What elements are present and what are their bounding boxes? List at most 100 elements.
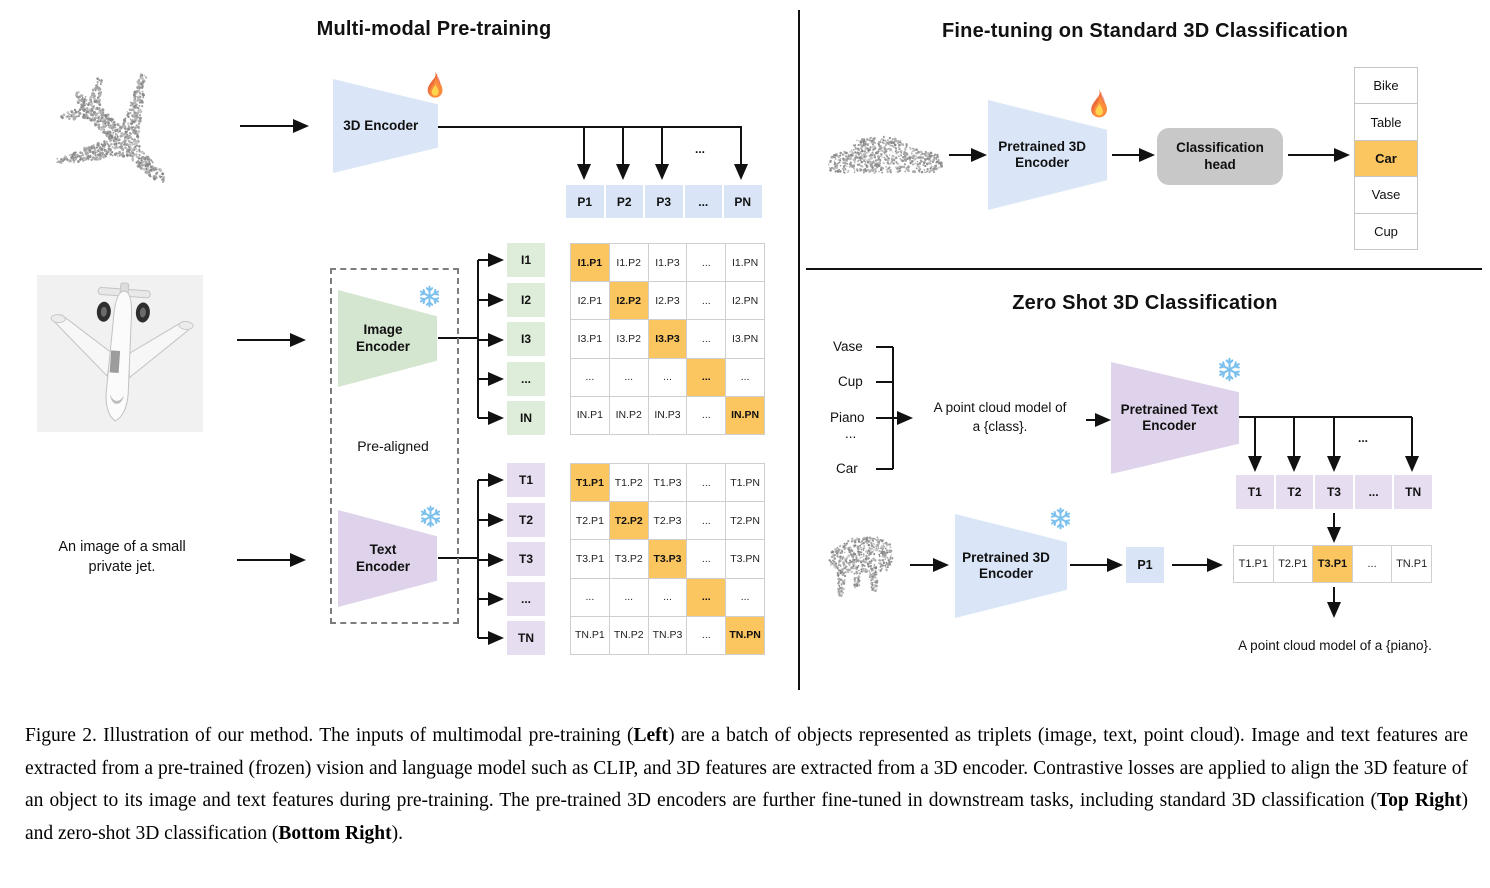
text-similarity-cell: ... xyxy=(687,464,726,502)
image-feature-cell: I3 xyxy=(507,322,545,356)
prompt-class-piano: Piano xyxy=(830,410,865,425)
image-similarity-cell: I1.P1 xyxy=(571,244,609,282)
text-similarity-cell: ... xyxy=(648,578,687,616)
prompt-class-car: Car xyxy=(836,461,858,476)
caption-segment: ) are a batch of objects represented as … xyxy=(25,725,1468,811)
text-similarity-cell: TN.PN xyxy=(726,616,764,654)
pre-aligned-label: Pre-aligned xyxy=(357,438,429,454)
p-feature-cell: P3 xyxy=(645,185,683,218)
image-similarity-cell: ... xyxy=(687,282,726,320)
p-feature-cell: P2 xyxy=(605,185,643,218)
class-list: Bike Table Car Vase Cup xyxy=(1354,67,1418,250)
image-similarity-cell: ... xyxy=(687,320,726,358)
zeroshot-similarity-cell: T1.P1 xyxy=(1234,546,1273,582)
text-feature-cell: T1 xyxy=(1236,475,1274,509)
prompt-class-cup: Cup xyxy=(838,374,863,389)
prompt-template-text: A point cloud model of a {class}. xyxy=(933,400,1067,434)
classification-head-label: Classification head xyxy=(1176,139,1264,172)
text-similarity-cell: ... xyxy=(687,616,726,654)
snowflake-icon xyxy=(419,285,440,308)
image-similarity-matrix: I1.P1 I1.P2 I1.P3... I1.PN I2.P1 I2.P2 I2.P3..… xyxy=(570,243,765,435)
zeroshot-result-text: A point cloud model of a {piano}. xyxy=(1238,638,1432,653)
text-similarity-matrix: T1.P1 T1.P2 T1.P3... T1.PN T2.P1 T2.P2 T2.P3..… xyxy=(570,463,765,655)
image-similarity-cell: ... xyxy=(726,358,764,396)
text-feature-cell: T2 xyxy=(507,502,545,537)
text-similarity-cell: T3.P2 xyxy=(609,540,648,578)
text-similarity-cell: ... xyxy=(687,540,726,578)
zeroshot-similarity-cell: T2.P1 xyxy=(1273,546,1313,582)
class-cell: Vase xyxy=(1355,177,1417,213)
piano-point-cloud xyxy=(828,536,894,598)
caption-segment: ) and zero-shot 3D classification ( xyxy=(25,790,1468,844)
p-feature-cell: P1 xyxy=(566,185,604,218)
image-feature-cell: ... xyxy=(507,361,545,396)
caption-bold-segment: Left xyxy=(633,725,669,746)
zeroshot-similarity-cell: TN.P1 xyxy=(1392,546,1431,582)
zeroshot-result-row: T1.P1 T2.P1 T3.P1... TN.P1 xyxy=(1233,545,1432,583)
image-similarity-cell: I3.P1 xyxy=(571,320,609,358)
flame-icon xyxy=(1083,88,1115,120)
text-feature-cell: TN xyxy=(1394,475,1432,509)
pretraining-title: Multi-modal Pre-training xyxy=(316,18,552,40)
p-feature-cell: ... xyxy=(684,185,722,218)
image-encoder-label: Image Encoder xyxy=(356,322,411,354)
text-similarity-cell: T1.P1 xyxy=(571,464,609,502)
image-similarity-cell: ... xyxy=(609,358,648,396)
text-feature-cell: ... xyxy=(1354,475,1393,509)
text-similarity-cell: ... xyxy=(687,502,726,540)
text-similarity-cell: T2.P3 xyxy=(648,502,687,540)
class-cell: Cup xyxy=(1355,213,1417,249)
zeroshot-title: Zero Shot 3D Classification xyxy=(1012,292,1278,314)
image-similarity-cell: IN.P3 xyxy=(648,396,687,434)
image-similarity-cell: I1.P3 xyxy=(648,244,687,282)
image-similarity-cell: ... xyxy=(571,358,609,396)
p-feature-row: P1 P2 P3... PN xyxy=(566,185,762,218)
image-similarity-cell: ... xyxy=(687,396,726,434)
pre-aligned-box xyxy=(330,268,459,624)
text-similarity-cell: T1.PN xyxy=(726,464,764,502)
prompt-class-vase: Vase xyxy=(833,339,863,354)
image-similarity-cell: I3.PN xyxy=(726,320,764,358)
ellipsis-arrows: ... xyxy=(1358,431,1369,445)
airplane-point-cloud xyxy=(56,73,166,183)
text-similarity-cell: ... xyxy=(571,578,609,616)
horizontal-divider xyxy=(806,268,1482,270)
text-feature-cell: ... xyxy=(507,581,545,616)
text-similarity-cell: T1.P3 xyxy=(648,464,687,502)
pretrained-3d-encoder-label: Pretrained 3D Encoder xyxy=(998,138,1087,170)
image-feature-cell: IN xyxy=(507,401,545,435)
image-similarity-cell: ... xyxy=(648,358,687,396)
text-feature-cell: T3 xyxy=(1315,475,1353,509)
text-feature-cell: T3 xyxy=(507,542,545,576)
ellipsis-arrows: ... xyxy=(695,142,706,156)
class-cell: Bike xyxy=(1355,68,1417,104)
image-similarity-cell: I3.P3 xyxy=(648,320,687,358)
text-similarity-cell: T3.P1 xyxy=(571,540,609,578)
text-similarity-cell: ... xyxy=(687,578,726,616)
3d-encoder-label: 3D Encoder xyxy=(343,117,419,133)
p1-feature-cell: P1 xyxy=(1126,547,1164,583)
text-feature-column: T1 T2 T3... TN xyxy=(507,463,545,655)
text-feature-cell: T2 xyxy=(1275,475,1314,509)
finetuning-title: Fine-tuning on Standard 3D Classificatio… xyxy=(941,20,1348,42)
image-similarity-cell: I2.P2 xyxy=(609,282,648,320)
jet-image xyxy=(37,275,203,432)
image-similarity-cell: ... xyxy=(687,358,726,396)
prompt-class-ellipsis: ... xyxy=(845,426,857,441)
pretrained-text-encoder-label: Pretrained Text Encoder xyxy=(1120,401,1218,433)
text-similarity-cell: T2.PN xyxy=(726,502,764,540)
snowflake-icon xyxy=(1050,507,1071,530)
class-cell: Table xyxy=(1355,104,1417,140)
caption-segment: ). xyxy=(391,822,403,844)
caption-bold-segment: Bottom Right xyxy=(278,822,392,844)
pretrained-3d-encoder-zs-label: Pretrained 3D Encoder xyxy=(962,549,1050,581)
text-similarity-cell: T3.P3 xyxy=(648,540,687,578)
image-similarity-cell: I3.P2 xyxy=(609,320,648,358)
text-similarity-cell: TN.P3 xyxy=(648,616,687,654)
class-cell: Car xyxy=(1355,140,1417,177)
image-similarity-cell: I2.P3 xyxy=(648,282,687,320)
zeroshot-text-feature-row: T1 T2 T3... TN xyxy=(1236,475,1432,509)
image-similarity-cell: I1.P2 xyxy=(609,244,648,282)
figure-caption: Figure 2. Illustration of our method. Th… xyxy=(25,720,1468,850)
